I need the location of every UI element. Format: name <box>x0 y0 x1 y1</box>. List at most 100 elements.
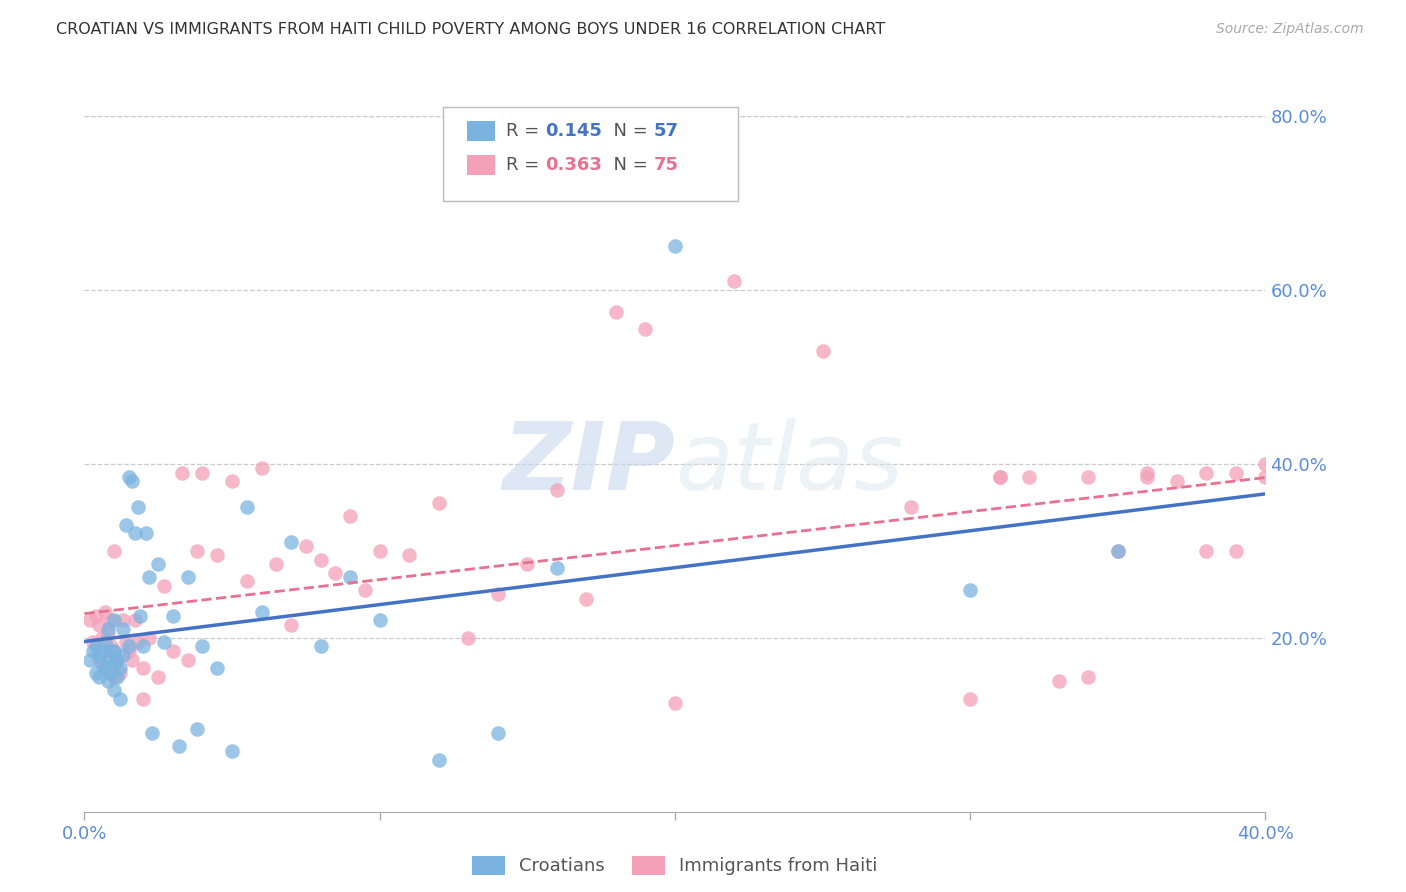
Point <box>1136 466 1159 480</box>
Point <box>91 657 114 671</box>
Point <box>427 753 450 767</box>
Point <box>236 500 259 515</box>
Point <box>1195 543 1218 558</box>
Point <box>82 635 104 649</box>
Point <box>89 617 111 632</box>
Point <box>1077 670 1099 684</box>
Point <box>105 652 128 666</box>
Point <box>339 508 361 523</box>
Point <box>1195 466 1218 480</box>
Point <box>118 470 141 484</box>
Point <box>148 670 170 684</box>
Point <box>89 648 111 662</box>
Point <box>118 644 141 658</box>
Point <box>205 661 228 675</box>
Point <box>1166 474 1188 488</box>
Point <box>959 582 981 597</box>
Point <box>91 644 114 658</box>
Point <box>127 635 149 649</box>
Point <box>94 661 117 675</box>
Point <box>988 470 1011 484</box>
Point <box>105 652 128 666</box>
Point <box>295 540 318 554</box>
Text: 75: 75 <box>654 156 679 174</box>
Point <box>97 644 120 658</box>
Point <box>309 552 332 566</box>
Point <box>236 574 259 589</box>
Point <box>186 543 208 558</box>
Point <box>118 640 141 654</box>
Point <box>1107 543 1129 558</box>
Point <box>170 466 193 480</box>
Point <box>153 635 176 649</box>
Point <box>250 605 273 619</box>
Point <box>664 239 686 253</box>
Point <box>205 548 228 562</box>
Point <box>94 605 117 619</box>
Point <box>103 657 125 671</box>
Point <box>177 570 200 584</box>
Legend: Croatians, Immigrants from Haiti: Croatians, Immigrants from Haiti <box>465 849 884 883</box>
Point <box>103 683 125 698</box>
Point <box>94 635 117 649</box>
Point <box>103 614 125 628</box>
Point <box>1136 470 1159 484</box>
Point <box>1047 674 1070 689</box>
Text: 0.363: 0.363 <box>546 156 602 174</box>
Point <box>191 640 214 654</box>
Point <box>105 670 128 684</box>
Point <box>141 726 163 740</box>
Point <box>132 691 155 706</box>
Point <box>811 343 834 358</box>
Point <box>634 322 657 336</box>
Point <box>398 548 420 562</box>
Point <box>153 578 176 592</box>
Point <box>100 614 122 628</box>
Point <box>103 670 125 684</box>
Text: 57: 57 <box>654 122 679 140</box>
Point <box>723 274 745 288</box>
Point <box>368 614 391 628</box>
Point <box>129 609 152 624</box>
Point <box>457 631 479 645</box>
Point <box>111 622 134 636</box>
Point <box>368 543 391 558</box>
Point <box>103 543 125 558</box>
Point <box>486 587 509 601</box>
Point <box>124 614 146 628</box>
Point <box>1107 543 1129 558</box>
Point <box>111 614 134 628</box>
Point <box>97 674 120 689</box>
Point <box>250 461 273 475</box>
Point <box>100 644 122 658</box>
Point <box>100 640 122 654</box>
Point <box>575 591 598 606</box>
Point <box>1018 470 1040 484</box>
Text: CROATIAN VS IMMIGRANTS FROM HAITI CHILD POVERTY AMONG BOYS UNDER 16 CORRELATION : CROATIAN VS IMMIGRANTS FROM HAITI CHILD … <box>56 22 886 37</box>
Point <box>486 726 509 740</box>
Point <box>132 661 155 675</box>
Point <box>959 691 981 706</box>
Point <box>91 631 114 645</box>
Point <box>354 582 377 597</box>
Point <box>79 652 101 666</box>
Point <box>108 665 131 680</box>
Point <box>339 570 361 584</box>
Point <box>427 496 450 510</box>
Point <box>177 652 200 666</box>
Point <box>186 722 208 736</box>
Point <box>605 304 627 318</box>
Point <box>89 670 111 684</box>
Point <box>221 744 243 758</box>
Point <box>114 635 136 649</box>
Point <box>162 644 184 658</box>
Point <box>664 696 686 710</box>
Point <box>103 644 125 658</box>
Text: ZIP: ZIP <box>502 417 675 510</box>
Text: Source: ZipAtlas.com: Source: ZipAtlas.com <box>1216 22 1364 37</box>
Point <box>103 644 125 658</box>
Point <box>111 648 134 662</box>
Point <box>127 500 149 515</box>
Point <box>280 617 302 632</box>
Point <box>309 640 332 654</box>
